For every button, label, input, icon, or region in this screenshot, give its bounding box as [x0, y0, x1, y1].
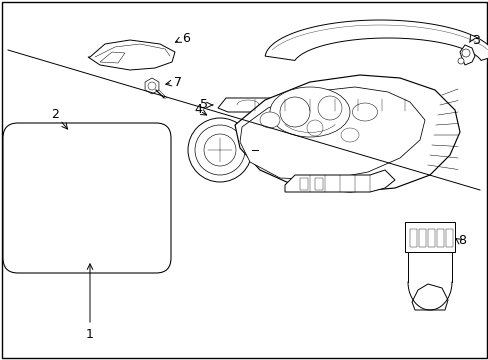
Polygon shape	[264, 20, 488, 60]
Circle shape	[280, 97, 309, 127]
Ellipse shape	[260, 112, 280, 128]
Circle shape	[461, 49, 469, 57]
Polygon shape	[235, 75, 459, 192]
Text: 5: 5	[200, 99, 207, 112]
Bar	[436, 229, 443, 247]
Bar	[404, 222, 454, 252]
Polygon shape	[240, 87, 424, 180]
Polygon shape	[88, 40, 175, 70]
Circle shape	[457, 58, 463, 64]
Polygon shape	[459, 45, 474, 65]
Circle shape	[317, 96, 341, 120]
Bar	[314, 178, 323, 190]
Ellipse shape	[269, 87, 349, 137]
Text: 2: 2	[51, 108, 59, 121]
Circle shape	[187, 118, 251, 182]
Circle shape	[256, 146, 264, 154]
Circle shape	[195, 125, 244, 175]
Bar	[409, 229, 416, 247]
FancyBboxPatch shape	[3, 123, 171, 273]
Circle shape	[148, 82, 156, 90]
Bar	[299, 178, 307, 190]
Polygon shape	[218, 98, 429, 112]
Bar	[445, 229, 452, 247]
Circle shape	[409, 100, 419, 110]
Polygon shape	[145, 78, 159, 94]
Ellipse shape	[340, 128, 358, 142]
Text: 1: 1	[86, 328, 94, 342]
Text: 6: 6	[182, 31, 189, 45]
Ellipse shape	[352, 103, 377, 121]
Circle shape	[203, 134, 236, 166]
Text: 8: 8	[457, 234, 465, 247]
Circle shape	[306, 120, 323, 136]
Polygon shape	[411, 284, 447, 310]
Text: 7: 7	[174, 76, 182, 89]
Text: 3: 3	[471, 33, 479, 46]
Polygon shape	[285, 170, 394, 192]
Polygon shape	[100, 52, 125, 63]
Text: 4: 4	[194, 104, 202, 117]
Bar	[427, 229, 434, 247]
Bar	[418, 229, 425, 247]
